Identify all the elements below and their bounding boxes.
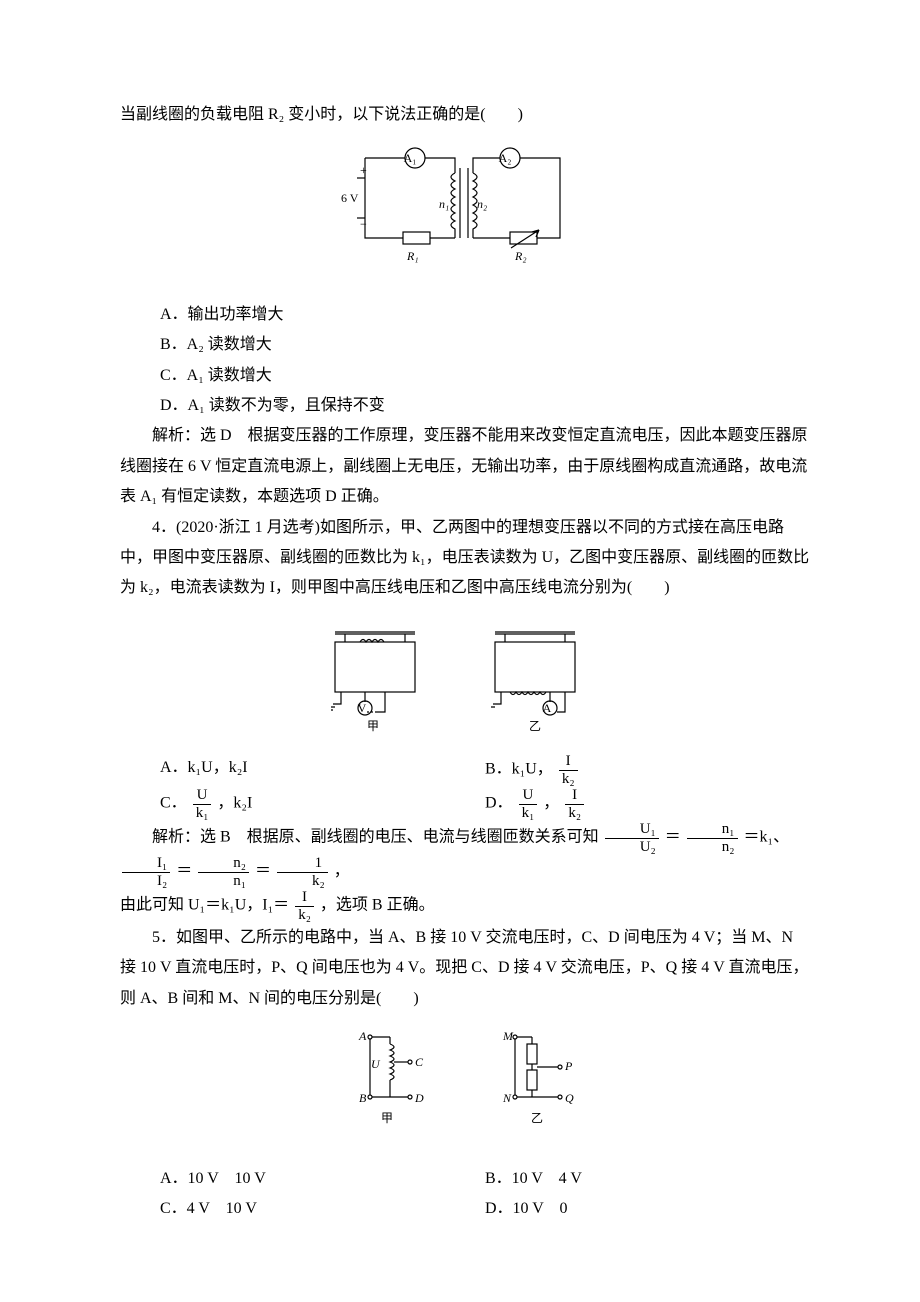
q4-sol-f2: n₁n₂: [687, 821, 738, 855]
q5-labelP: P: [564, 1059, 573, 1073]
q4-optD-pre: D．: [485, 795, 513, 812]
q4-optC-den: k₁: [193, 805, 212, 822]
q4-optB-frac: I k₂: [559, 753, 578, 787]
q4-sol-pre: 解析：选 B 根据原、副线圈的电压、电流与线圈匝数关系可知: [152, 829, 599, 846]
q3-solution: 解析：选 D 根据变压器的工作原理，变压器不能用来改变恒定直流电压，因此本题变压…: [120, 421, 810, 512]
q5-labelM: M: [502, 1029, 514, 1043]
q5-labelA: A: [358, 1029, 367, 1043]
q4-sol-f5: 1k₂: [277, 855, 328, 889]
q4-sol2-pre: 由此可知 U₁＝k₁U，I₁＝: [120, 897, 289, 914]
q5-labelU: U: [371, 1057, 381, 1071]
q4-optB-pre: B．k₁U，: [485, 761, 553, 778]
q5-optC: C．4 V 10 V: [160, 1194, 485, 1224]
q3-r2: R₂: [514, 249, 527, 263]
q5-stem: 5．如图甲、乙所示的电路中，当 A、B 接 10 V 交流电压时，C、D 间电压…: [120, 923, 810, 1014]
q4-optD-num2: I: [565, 787, 584, 805]
q5-caption-jia: 甲: [381, 1111, 393, 1125]
q4-optD-mid: ，: [543, 795, 559, 812]
q4-sol2-frac: Ik₂: [295, 889, 314, 923]
q4-optD-den1: k₁: [519, 805, 538, 822]
q5-labelD: D: [414, 1091, 424, 1105]
q5-labelQ: Q: [565, 1091, 574, 1105]
q4-optC-post: ，k₂I: [217, 795, 252, 812]
q4-optB: B．k₁U， I k₂: [485, 753, 810, 787]
q4-figure: V A 甲 乙: [120, 612, 810, 743]
q3-optC: C．A₁ 读数增大: [160, 361, 810, 391]
q5-optD: D．10 V 0: [485, 1194, 810, 1224]
svg-text:A: A: [543, 701, 552, 715]
q3-voltage: 6 V: [341, 191, 359, 205]
q3-optA: A．输出功率增大: [160, 300, 810, 330]
q4-sol2-post: ，选项 B 正确。: [320, 897, 435, 914]
q3-optD: D．A₁ 读数不为零，且保持不变: [160, 391, 810, 421]
q4-sol-f3: I₁I₂: [122, 855, 170, 889]
q3-r1: R₁: [406, 249, 419, 263]
q3-stem: 当副线圈的负载电阻 R₂ 变小时，以下说法正确的是( ): [120, 100, 810, 130]
q4-optD-den2: k₂: [565, 805, 584, 822]
q3-a2: A₂: [499, 151, 512, 165]
q4-optB-num: I: [559, 753, 578, 771]
q4-optC: C． U k₁ ，k₂I: [160, 787, 485, 821]
q3-n2: n₂: [477, 197, 487, 211]
q4-optC-frac: U k₁: [193, 787, 212, 821]
q4-caption-jia: 甲: [367, 719, 379, 732]
q5-labelB: B: [359, 1091, 367, 1105]
q5-labelC: C: [415, 1055, 424, 1069]
q4-optC-num: U: [193, 787, 212, 805]
q4-optD-num1: U: [519, 787, 538, 805]
q3-plus: +: [360, 163, 367, 177]
q4-stem: 4．(2020·浙江 1 月选考)如图所示，甲、乙两图中的理想变压器以不同的方式…: [120, 513, 810, 604]
q4-solution-line1: 解析：选 B 根据原、副线圈的电压、电流与线圈匝数关系可知 U₁U₂ ＝ n₁n…: [120, 821, 810, 889]
q4-optC-pre: C．: [160, 795, 187, 812]
q3-a1: A₁: [404, 151, 417, 165]
q5-caption-yi: 乙: [531, 1111, 543, 1125]
q4-sol-f4: n₂n₁: [198, 855, 249, 889]
q3-minus: −: [360, 217, 367, 231]
q3-n1: n₁: [439, 197, 449, 211]
q4-sol-f1: U₁U₂: [605, 821, 659, 855]
q4-optA: A．k₁U，k₂I: [160, 753, 485, 783]
svg-text:V: V: [358, 701, 367, 715]
q5-labelN: N: [502, 1091, 512, 1105]
q4-caption-yi: 乙: [529, 719, 541, 732]
q3-figure: + − 6 V A₁ A₂ n₁ n₂ R₁ R₂: [120, 138, 810, 289]
q4-solution-line2: 由此可知 U₁＝k₁U，I₁＝ Ik₂ ，选项 B 正确。: [120, 889, 810, 923]
q4-optD-frac2: I k₂: [565, 787, 584, 821]
q5-optA: A．10 V 10 V: [160, 1164, 485, 1194]
q4-optD: D． U k₁ ， I k₂: [485, 787, 810, 821]
q5-optB: B．10 V 4 V: [485, 1164, 810, 1194]
q5-figure: A B U C D M N P Q 甲 乙: [120, 1022, 810, 1153]
q3-optB: B．A₂ 读数增大: [160, 330, 810, 360]
q4-optB-den: k₂: [559, 771, 578, 788]
q4-optD-frac1: U k₁: [519, 787, 538, 821]
